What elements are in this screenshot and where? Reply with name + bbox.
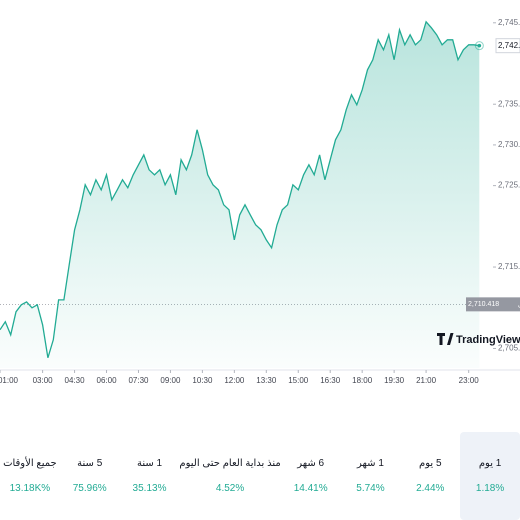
x-tick-label: 23:00	[459, 376, 480, 385]
period-change: 4.52%	[215, 483, 245, 494]
previous-close-name: الإغلاق السابق	[518, 301, 520, 308]
period-button[interactable]: جميع الأوقات 13.18K%	[0, 432, 60, 520]
last-price-label: 2,742.190	[498, 41, 520, 50]
x-tick-label: 04:30	[65, 376, 86, 385]
plot-area: 2,705.000 2,715.000 2,725.000 2,730.000 2,73…	[0, 18, 520, 385]
y-tick-label: 2,705.000	[498, 344, 520, 353]
x-tick-label: 15:00	[288, 376, 309, 385]
period-name: 5 يوم	[419, 458, 442, 469]
period-button[interactable]: 1 سنة 35.13%	[120, 432, 180, 520]
last-point-dot	[477, 43, 482, 48]
period-name: 5 سنة	[77, 458, 103, 469]
y-tick-label: 2,730.000	[498, 140, 520, 149]
period-button[interactable]: 1 يوم 1.18%	[460, 432, 520, 520]
area-fill	[0, 21, 480, 369]
x-tick-label: 09:00	[160, 376, 181, 385]
x-tick-label: 19:30	[384, 376, 405, 385]
period-name: جميع الأوقات	[3, 458, 57, 469]
period-button[interactable]: منذ بداية العام حتى اليوم 4.52%	[179, 432, 280, 520]
y-tick-label: 2,725.000	[498, 181, 520, 190]
period-change: 14.41%	[293, 483, 328, 494]
x-tick-label: 16:30	[320, 376, 341, 385]
period-name: 1 يوم	[478, 458, 502, 469]
brand-text: TradingView	[456, 334, 520, 346]
last-price-badge	[495, 38, 520, 54]
x-tick-label: 10:30	[192, 376, 213, 385]
brand-logo: TradingView	[437, 333, 520, 346]
previous-close-value: 2,710.418	[468, 301, 499, 308]
x-tick-label: 12:00	[224, 376, 245, 385]
period-name: 1 شهر	[357, 458, 384, 469]
period-name: 6 شهر	[297, 458, 325, 469]
period-selector: 1 يوم 1.18% 5 يوم 2.44% 1 شهر 5.74% 6 شهر 14.41…	[0, 432, 520, 520]
period-name: 1 سنة	[136, 458, 163, 469]
period-change: 13.18K%	[9, 483, 51, 494]
last-point	[474, 41, 484, 51]
x-tick-label: 07:30	[128, 376, 149, 385]
previous-close-badge	[466, 297, 520, 312]
logo-icon	[437, 333, 454, 345]
period-button[interactable]: 6 شهر 14.41%	[281, 432, 341, 520]
period-change: 2.44%	[416, 483, 445, 494]
y-tick-label: 2,745.000	[498, 18, 520, 27]
period-button[interactable]: 5 سنة 75.96%	[60, 432, 120, 520]
period-change: 75.96%	[72, 483, 107, 494]
period-change: 35.13%	[132, 483, 167, 494]
period-name: منذ بداية العام حتى اليوم	[179, 458, 281, 469]
period-button[interactable]: 1 شهر 5.74%	[341, 432, 401, 520]
x-tick-label: 13:30	[256, 376, 277, 385]
x-tick-label: 03:00	[33, 376, 54, 385]
x-tick-label: 21:00	[416, 376, 437, 385]
y-tick-label: 2,735.000	[498, 99, 520, 108]
x-tick-label: 01:00	[0, 376, 19, 385]
period-button[interactable]: 5 يوم 2.44%	[400, 432, 460, 520]
x-tick-label: 06:00	[97, 376, 118, 385]
y-tick-label: 2,715.000	[498, 262, 520, 271]
x-tick-label: 18:00	[352, 376, 373, 385]
chart: 2,705.000 2,715.000 2,725.000 2,730.000 2,73…	[0, 18, 520, 385]
period-change: 1.18%	[475, 483, 505, 494]
period-change: 5.74%	[356, 483, 385, 494]
price-line	[0, 20, 480, 358]
